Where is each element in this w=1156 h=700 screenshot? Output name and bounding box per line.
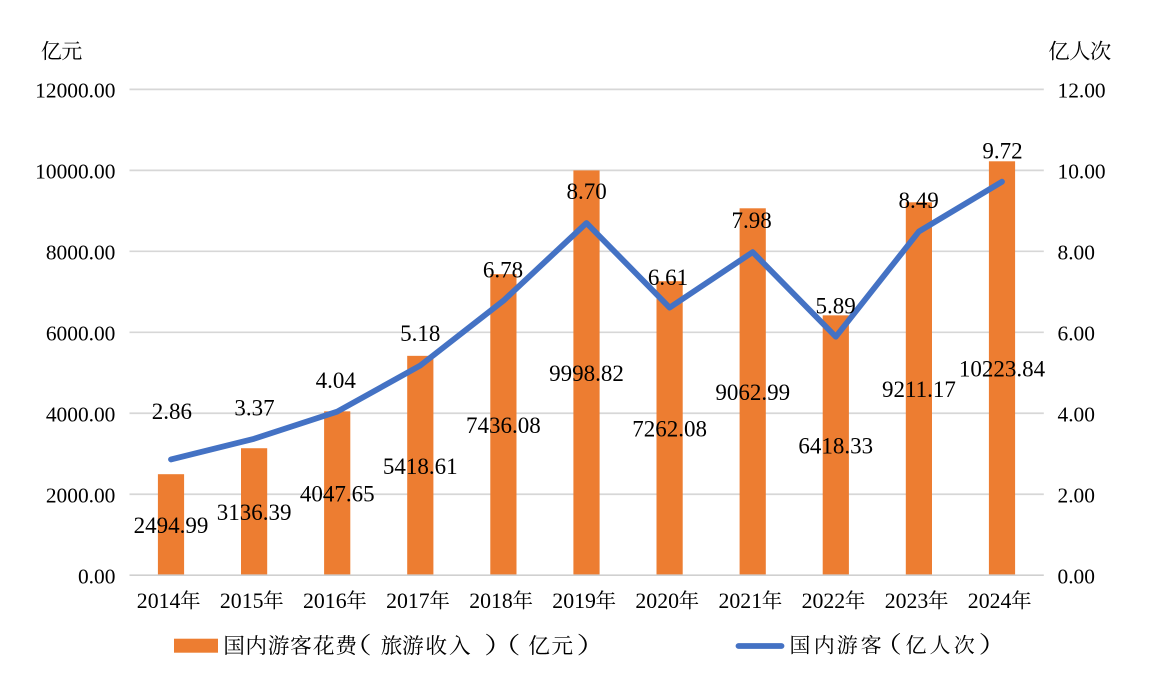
- svg-text:2016: 2016: [303, 589, 347, 613]
- svg-text:6418.33: 6418.33: [798, 434, 873, 459]
- svg-text:10.00: 10.00: [1058, 159, 1106, 183]
- svg-text:12.00: 12.00: [1058, 79, 1106, 103]
- svg-text:9998.82: 9998.82: [549, 361, 624, 386]
- svg-text:3136.39: 3136.39: [217, 500, 292, 525]
- svg-text:9.72: 9.72: [982, 139, 1022, 164]
- svg-text:5.18: 5.18: [400, 321, 440, 346]
- svg-text:2020: 2020: [635, 589, 679, 613]
- svg-text:8.00: 8.00: [1058, 240, 1095, 264]
- svg-text:5.89: 5.89: [816, 294, 856, 319]
- svg-text:7262.08: 7262.08: [632, 417, 707, 442]
- svg-text:6000.00: 6000.00: [46, 321, 116, 345]
- svg-text:2017: 2017: [386, 589, 430, 613]
- svg-text:0.00: 0.00: [1058, 564, 1095, 588]
- svg-text:0.00: 0.00: [78, 564, 115, 588]
- svg-text:4.00: 4.00: [1058, 402, 1095, 426]
- svg-text:6.61: 6.61: [648, 265, 688, 290]
- svg-text:4.04: 4.04: [316, 368, 357, 393]
- svg-text:6.78: 6.78: [483, 258, 523, 283]
- svg-text:6.00: 6.00: [1058, 321, 1095, 345]
- svg-text:2494.99: 2494.99: [134, 513, 209, 538]
- svg-text:8.70: 8.70: [566, 179, 606, 204]
- svg-text:7.98: 7.98: [731, 208, 771, 233]
- svg-text:2.86: 2.86: [152, 399, 192, 424]
- svg-text:7436.08: 7436.08: [466, 413, 541, 438]
- svg-text:4000.00: 4000.00: [46, 402, 116, 426]
- svg-text:2024: 2024: [968, 589, 1012, 613]
- svg-text:10223.84: 10223.84: [959, 357, 1046, 382]
- svg-text:4047.65: 4047.65: [300, 482, 375, 507]
- svg-text:2019: 2019: [552, 589, 596, 613]
- svg-text:10000.00: 10000.00: [35, 159, 115, 183]
- svg-text:2000.00: 2000.00: [46, 483, 116, 507]
- svg-text:3.37: 3.37: [234, 395, 274, 420]
- svg-text:2.00: 2.00: [1058, 483, 1095, 507]
- svg-text:2022: 2022: [802, 589, 846, 613]
- svg-text:8.49: 8.49: [898, 188, 938, 213]
- svg-text:9062.99: 9062.99: [715, 380, 790, 405]
- svg-text:2023: 2023: [885, 589, 929, 613]
- svg-text:12000.00: 12000.00: [35, 79, 115, 103]
- svg-text:8000.00: 8000.00: [46, 240, 116, 264]
- svg-text:2021: 2021: [719, 589, 763, 613]
- svg-text:9211.17: 9211.17: [882, 377, 956, 402]
- svg-text:2018: 2018: [469, 589, 513, 613]
- svg-text:2014: 2014: [137, 589, 181, 613]
- svg-text:5418.61: 5418.61: [383, 454, 458, 479]
- svg-text:2015: 2015: [220, 589, 264, 613]
